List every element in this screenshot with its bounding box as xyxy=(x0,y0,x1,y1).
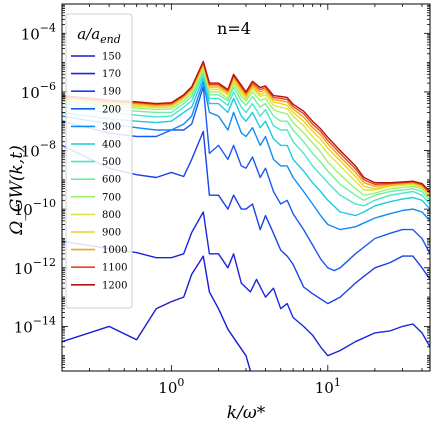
x-axis: 100 101 xyxy=(61,4,423,397)
legend-label: 300 xyxy=(102,122,121,133)
legend-item-300: 300 xyxy=(71,122,121,133)
series-line-300 xyxy=(62,81,430,231)
series-line-800 xyxy=(62,66,430,196)
legend-label: 800 xyxy=(102,210,121,221)
legend-item-500: 500 xyxy=(71,157,121,168)
legend-item-700: 700 xyxy=(71,192,121,203)
series-line-200 xyxy=(62,86,430,272)
legend-label: 600 xyxy=(102,175,121,186)
legend-label: 1200 xyxy=(102,280,127,291)
legend-item-1200: 1200 xyxy=(71,280,127,291)
series-line-600 xyxy=(62,70,430,201)
x-tick-label: 100 xyxy=(158,376,184,397)
x-axis-label: k/ω* xyxy=(227,403,266,423)
series-line-1200 xyxy=(62,60,430,192)
series-line-500 xyxy=(62,73,430,207)
legend-label: 500 xyxy=(102,157,121,168)
legend-item-400: 400 xyxy=(71,140,121,151)
legend: a/aend 150 170 190 200 300 400 500 600 700 800 900… xyxy=(65,13,133,309)
legend-item-150: 150 xyxy=(71,52,121,63)
series-layer xyxy=(62,60,430,371)
y-axis-label: Ω_GW(k,t) xyxy=(7,145,27,235)
y-tick-label: 10−10 xyxy=(14,197,56,219)
legend-item-1000: 1000 xyxy=(71,245,127,256)
legend-label: 150 xyxy=(102,52,121,63)
legend-item-170: 170 xyxy=(71,69,121,80)
legend-title-sub: end xyxy=(100,33,121,46)
legend-label: 1100 xyxy=(102,263,127,274)
legend-label: 700 xyxy=(102,192,121,203)
legend-item-190: 190 xyxy=(71,87,121,98)
annotation: n=4 xyxy=(217,19,251,38)
series-line-700 xyxy=(62,68,430,198)
y-tick-label: 10−8 xyxy=(21,139,56,161)
legend-label: 400 xyxy=(102,140,121,151)
legend-items: 150 170 190 200 300 400 500 600 700 800 900 1000 110… xyxy=(71,52,127,291)
legend-label: 1000 xyxy=(102,245,127,256)
legend-title-main: a/a xyxy=(77,25,100,43)
y-tick-label: 10−4 xyxy=(21,21,56,43)
x-tick-label: 101 xyxy=(315,376,341,397)
legend-item-1100: 1100 xyxy=(71,263,127,274)
legend-item-200: 200 xyxy=(71,104,121,115)
legend-label: 900 xyxy=(102,228,121,239)
y-axis: 10−14 10−12 10−10 10−8 10−6 10−4 xyxy=(14,4,430,372)
series-line-190 xyxy=(62,130,430,305)
legend-box xyxy=(65,13,133,309)
series-line-170 xyxy=(62,211,430,357)
legend-title: a/aend xyxy=(77,25,121,46)
y-tick-label: 10−6 xyxy=(21,80,56,102)
legend-label: 170 xyxy=(102,69,121,80)
series-line-400 xyxy=(62,77,430,217)
series-line-150 xyxy=(62,255,252,371)
legend-item-900: 900 xyxy=(71,228,121,239)
legend-item-800: 800 xyxy=(71,210,121,221)
legend-item-600: 600 xyxy=(71,175,121,186)
y-tick-label: 10−14 xyxy=(14,314,56,336)
legend-label: 190 xyxy=(102,87,121,98)
legend-label: 200 xyxy=(102,104,121,115)
y-tick-label: 10−12 xyxy=(14,256,56,278)
